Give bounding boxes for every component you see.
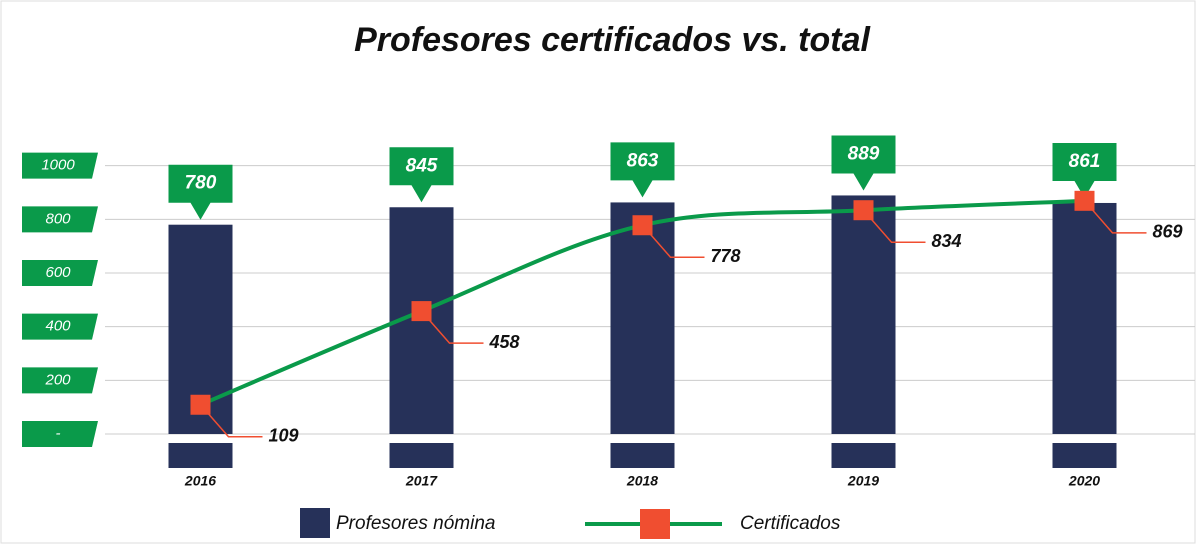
x-tick-label: 2016 xyxy=(184,473,216,489)
x-tick-label: 2018 xyxy=(626,473,658,489)
line-value-label: 778 xyxy=(711,246,741,266)
bar-foot xyxy=(168,443,233,468)
bar-foot xyxy=(1052,443,1117,468)
leader-line xyxy=(1083,200,1147,234)
line-value-label: 458 xyxy=(489,332,520,352)
bar xyxy=(610,202,675,434)
y-tick-label: 800 xyxy=(45,210,71,227)
bar-value-label: 863 xyxy=(627,150,659,171)
marker xyxy=(632,215,653,236)
bar-value-label: 861 xyxy=(1069,151,1101,172)
line-value-label: 109 xyxy=(269,426,299,446)
x-tick-label: 2017 xyxy=(405,473,438,489)
legend-swatch xyxy=(300,508,330,538)
value-callout xyxy=(168,164,233,220)
line-value-label: 834 xyxy=(932,231,962,251)
tick-tag xyxy=(22,367,98,394)
marker xyxy=(411,301,432,322)
tick-tag xyxy=(22,421,98,447)
value-callout xyxy=(389,147,454,203)
bar-value-label: 780 xyxy=(185,173,217,194)
bar-value-label: 889 xyxy=(848,143,880,164)
line-value-label: 869 xyxy=(1153,222,1183,242)
bar-foot xyxy=(389,443,454,468)
y-tick-label: 200 xyxy=(44,371,71,388)
y-tick-label: - xyxy=(56,425,61,442)
value-callout xyxy=(831,135,896,191)
legend-label: Profesores nómina xyxy=(336,513,495,534)
bar xyxy=(1052,202,1117,434)
marker xyxy=(1074,190,1095,211)
bar xyxy=(831,195,896,434)
value-callout xyxy=(1052,142,1117,198)
value-callout xyxy=(610,142,675,198)
tick-tag xyxy=(22,206,98,233)
leader-line xyxy=(641,224,705,258)
leader-line xyxy=(199,404,263,438)
tick-tag xyxy=(22,260,98,286)
tick-tag xyxy=(22,152,98,179)
y-tick-label: 400 xyxy=(45,318,71,335)
leader-line xyxy=(862,209,926,243)
legend-swatch xyxy=(640,509,670,539)
bar-foot xyxy=(831,443,896,468)
bar-value-label: 845 xyxy=(406,155,438,176)
marker xyxy=(853,200,874,221)
x-tick-label: 2020 xyxy=(1068,473,1100,489)
chart-title: Profesores certificados vs. total xyxy=(354,21,871,59)
tick-tag xyxy=(22,313,98,340)
x-tick-label: 2019 xyxy=(847,473,879,489)
y-tick-label: 1000 xyxy=(41,157,75,174)
marker xyxy=(190,394,211,415)
bar-foot xyxy=(610,443,675,468)
legend-label: Certificados xyxy=(740,513,841,534)
y-tick-label: 600 xyxy=(45,264,71,281)
leader-line xyxy=(420,310,484,344)
